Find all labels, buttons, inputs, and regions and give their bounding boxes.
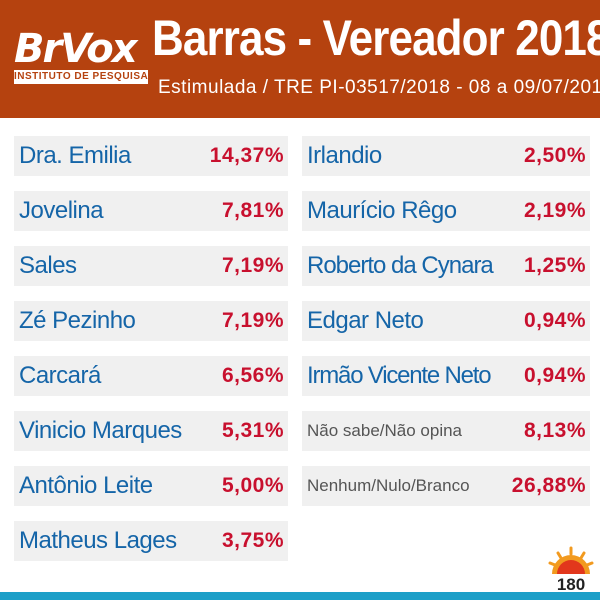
candidate-name: Jovelina — [19, 197, 104, 224]
candidate-name: Vinicio Marques — [19, 417, 182, 444]
brvox-logo: BrVox INSTITUTO DE PESQUISA — [14, 28, 148, 86]
candidate-row: Antônio Leite 5,00% — [14, 466, 288, 506]
candidate-name: Carcará — [19, 362, 101, 389]
candidate-row: Sales 7,19% — [14, 246, 288, 286]
candidate-name: Matheus Lages — [19, 527, 177, 554]
candidate-percent: 0,94% — [523, 309, 586, 332]
candidate-name: Roberto da Cynara — [307, 252, 494, 279]
candidate-row: Edgar Neto 0,94% — [302, 301, 590, 341]
candidate-percent: 7,19% — [221, 309, 284, 332]
candidate-name: Maurício Rêgo — [307, 197, 457, 224]
candidate-percent: 2,19% — [523, 199, 586, 222]
candidate-percent: 5,00% — [221, 474, 284, 497]
candidate-row: Matheus Lages 3,75% — [14, 521, 288, 561]
page-title: Barras - Vereador 2018 — [152, 10, 600, 66]
null-row: Nenhum/Nulo/Branco 26,88% — [302, 466, 590, 506]
logo-subtext: INSTITUTO DE PESQUISA — [14, 70, 148, 84]
candidate-percent: 3,75% — [221, 529, 284, 552]
candidate-percent: 5,31% — [221, 419, 284, 442]
candidate-row: Zé Pezinho 7,19% — [14, 301, 288, 341]
candidate-percent: 2,50% — [523, 144, 586, 167]
null-label: Nenhum/Nulo/Branco — [307, 476, 470, 495]
candidate-name: Edgar Neto — [307, 307, 424, 334]
candidate-percent: 6,56% — [221, 364, 284, 387]
candidate-name: Dra. Emilia — [19, 142, 131, 169]
candidate-name: Antônio Leite — [19, 472, 153, 499]
candidate-row: Carcará 6,56% — [14, 356, 288, 396]
candidate-row: Roberto da Cynara 1,25% — [302, 246, 590, 286]
candidate-name: Irmão Vicente Neto — [307, 362, 492, 389]
portal-180-logo: 180 — [548, 546, 594, 594]
candidate-name: Sales — [19, 252, 77, 279]
candidate-row: Jovelina 7,81% — [14, 191, 288, 231]
candidate-row: Dra. Emilia 14,37% — [14, 136, 288, 176]
null-percent: 26,88% — [511, 474, 586, 497]
undecided-label: Não sabe/Não opina — [307, 421, 463, 440]
candidate-row: Irlandio 2,50% — [302, 136, 590, 176]
header-banner: BrVox INSTITUTO DE PESQUISA Barras - Ver… — [0, 0, 600, 118]
page-subtitle: Estimulada / TRE PI-03517/2018 - 08 a 09… — [158, 77, 600, 98]
badge-text: 180 — [557, 575, 585, 592]
candidate-percent: 0,94% — [523, 364, 586, 387]
logo-text: BrVox — [14, 26, 138, 72]
candidate-row: Vinicio Marques 5,31% — [14, 411, 288, 451]
candidate-percent: 14,37% — [209, 144, 284, 167]
candidate-row: Irmão Vicente Neto 0,94% — [302, 356, 590, 396]
candidate-percent: 1,25% — [523, 254, 586, 277]
candidate-name: Irlandio — [307, 142, 382, 169]
candidate-row: Maurício Rêgo 2,19% — [302, 191, 590, 231]
undecided-percent: 8,13% — [523, 419, 586, 442]
undecided-row: Não sabe/Não opina 8,13% — [302, 411, 590, 451]
candidate-percent: 7,81% — [221, 199, 284, 222]
sun-icon: 180 — [548, 546, 594, 594]
bottom-divider — [0, 592, 600, 600]
candidate-percent: 7,19% — [221, 254, 284, 277]
candidate-name: Zé Pezinho — [19, 307, 136, 334]
